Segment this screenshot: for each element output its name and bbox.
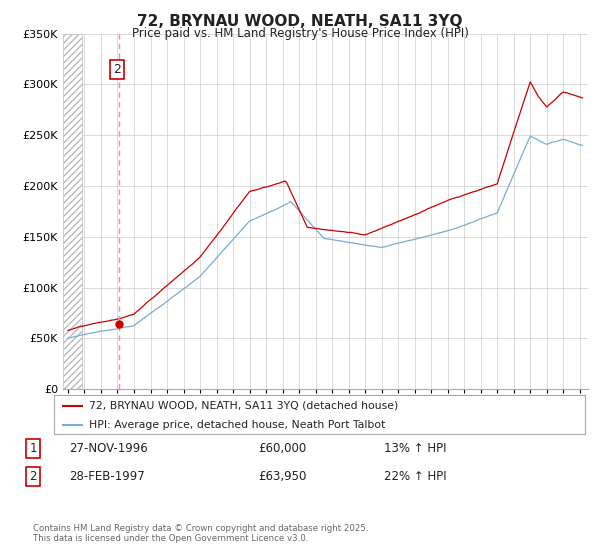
Text: Price paid vs. HM Land Registry's House Price Index (HPI): Price paid vs. HM Land Registry's House …	[131, 27, 469, 40]
Text: 1: 1	[29, 442, 37, 455]
Bar	[63, 34, 82, 389]
Text: 72, BRYNAU WOOD, NEATH, SA11 3YQ (detached house): 72, BRYNAU WOOD, NEATH, SA11 3YQ (detach…	[89, 401, 398, 411]
Text: Contains HM Land Registry data © Crown copyright and database right 2025.
This d: Contains HM Land Registry data © Crown c…	[33, 524, 368, 543]
Text: 13% ↑ HPI: 13% ↑ HPI	[384, 442, 446, 455]
Text: 2: 2	[113, 63, 121, 76]
Text: 2: 2	[29, 470, 37, 483]
Text: 27-NOV-1996: 27-NOV-1996	[69, 442, 148, 455]
Text: HPI: Average price, detached house, Neath Port Talbot: HPI: Average price, detached house, Neat…	[89, 421, 385, 431]
Text: 72, BRYNAU WOOD, NEATH, SA11 3YQ: 72, BRYNAU WOOD, NEATH, SA11 3YQ	[137, 14, 463, 29]
Text: 22% ↑ HPI: 22% ↑ HPI	[384, 470, 446, 483]
Text: £60,000: £60,000	[258, 442, 306, 455]
Text: 28-FEB-1997: 28-FEB-1997	[69, 470, 145, 483]
Text: £63,950: £63,950	[258, 470, 307, 483]
